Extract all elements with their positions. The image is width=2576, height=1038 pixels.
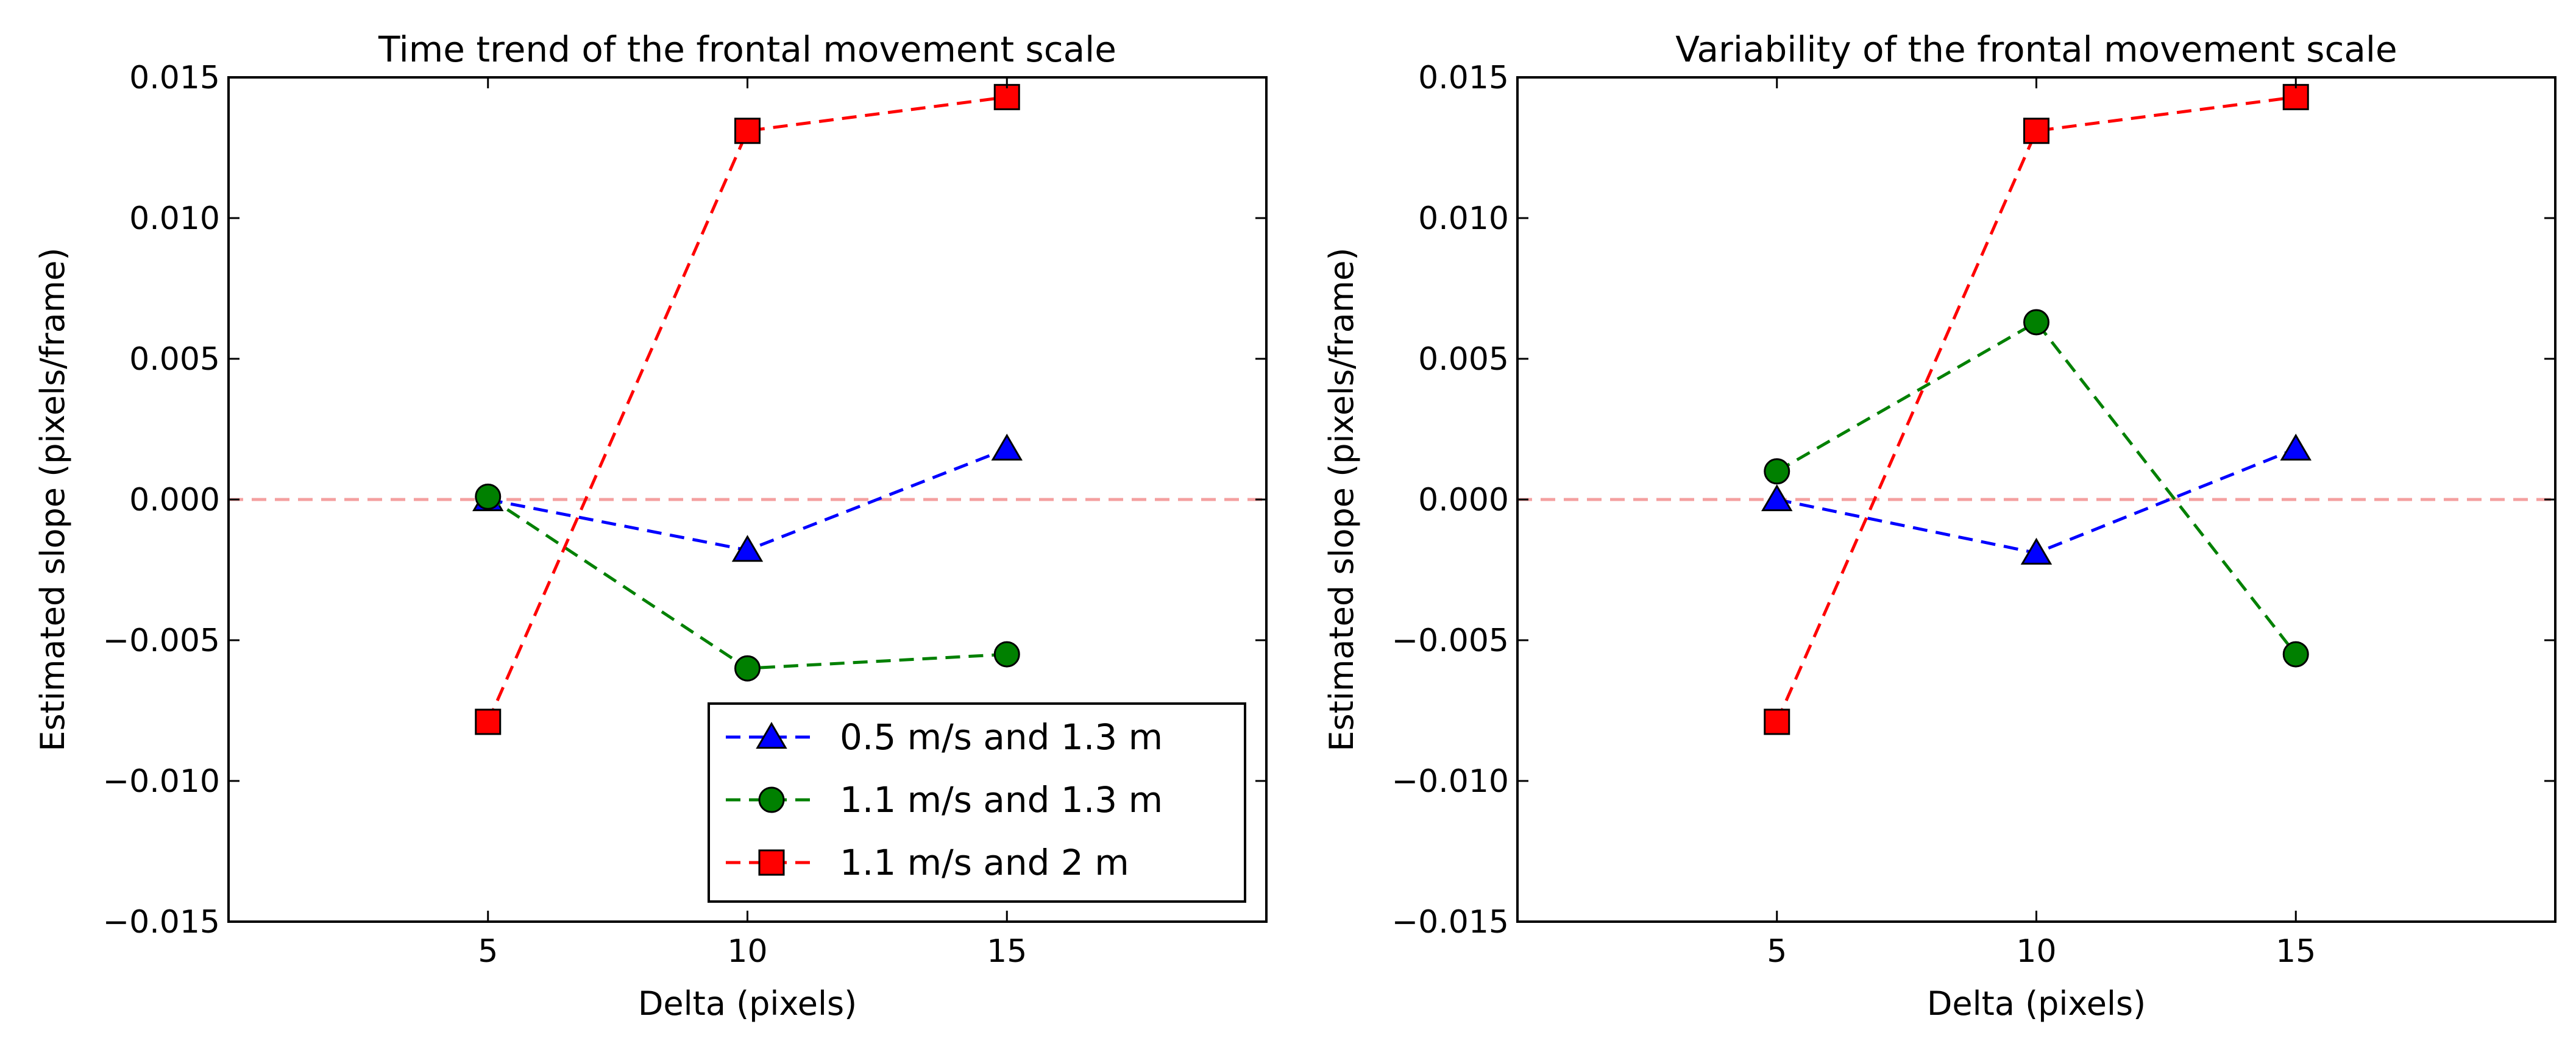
y-tick-label: −0.015 xyxy=(1392,904,1509,941)
y-tick-label: 0.000 xyxy=(129,482,220,518)
chart-title: Variability of the frontal movement scal… xyxy=(1675,29,2397,70)
data-point-3-2 xyxy=(734,118,761,144)
data-point-3-2 xyxy=(2023,118,2049,144)
data-point-3-3 xyxy=(2282,83,2309,110)
series-line-3 xyxy=(1775,95,2296,722)
x-axis-label: Delta (pixels) xyxy=(638,984,857,1023)
y-tick-label: 0.005 xyxy=(1418,341,1509,378)
y-tick-label: −0.005 xyxy=(1392,623,1509,659)
legend-marker-3 xyxy=(758,849,785,876)
data-point-3-3 xyxy=(993,83,1020,110)
data-point-2-1 xyxy=(1764,458,1790,485)
y-tick-label: −0.015 xyxy=(103,904,220,941)
legend: 0.5 m/s and 1.3 m 1.1 m/s and 1.3 m 1.1 m/… xyxy=(708,702,1246,903)
y-axis-label: Estimated slope (pixels/frame) xyxy=(1322,247,1361,751)
chart-panel-1: Time trend of the frontal movement scale… xyxy=(34,29,1268,1023)
x-tick-label: 5 xyxy=(478,933,498,970)
x-tick-label: 15 xyxy=(987,933,1027,970)
y-tick-label: 0.010 xyxy=(1418,200,1509,237)
x-tick-label: 10 xyxy=(2016,933,2056,970)
data-point-2-2 xyxy=(2023,309,2049,336)
series-line-2 xyxy=(1776,320,2297,655)
legend-marker-2 xyxy=(758,786,785,813)
y-tick-label: 0.005 xyxy=(129,341,220,378)
y-tick-label: −0.010 xyxy=(1392,763,1509,800)
data-point-1-1 xyxy=(1761,484,1793,512)
series-line-2 xyxy=(487,495,1007,670)
data-point-1-3 xyxy=(991,433,1023,461)
chart-panel-2: Variability of the frontal movement scal… xyxy=(1322,29,2556,1023)
data-point-2-3 xyxy=(993,641,1020,668)
y-tick-label: −0.005 xyxy=(103,623,220,659)
x-tick-label: 5 xyxy=(1767,933,1787,970)
x-axis-label: Delta (pixels) xyxy=(1927,984,2146,1023)
data-point-2-2 xyxy=(734,655,761,682)
y-tick-label: −0.010 xyxy=(103,763,220,800)
data-point-1-2 xyxy=(2020,537,2053,565)
legend-label-1: 0.5 m/s and 1.3 m xyxy=(840,716,1163,758)
data-point-3-1 xyxy=(1764,708,1790,735)
y-tick-label: 0.000 xyxy=(1418,482,1509,518)
y-tick-label: 0.015 xyxy=(129,60,220,96)
x-tick-label: 10 xyxy=(727,933,767,970)
series-line-3 xyxy=(486,95,1007,722)
data-point-2-1 xyxy=(475,483,502,510)
y-axis-label: Estimated slope (pixels/frame) xyxy=(34,247,72,751)
data-point-2-3 xyxy=(2282,641,2309,668)
legend-marker-1 xyxy=(756,722,787,749)
data-point-1-3 xyxy=(2280,433,2312,461)
legend-label-2: 1.1 m/s and 1.3 m xyxy=(840,779,1163,821)
data-point-1-2 xyxy=(731,535,764,562)
x-tick-label: 15 xyxy=(2276,933,2316,970)
legend-label-3: 1.1 m/s and 2 m xyxy=(840,842,1129,883)
chart-title: Time trend of the frontal movement scale xyxy=(378,29,1116,70)
data-point-3-1 xyxy=(475,708,502,735)
y-tick-label: 0.015 xyxy=(1418,60,1509,96)
y-tick-label: 0.010 xyxy=(129,200,220,237)
